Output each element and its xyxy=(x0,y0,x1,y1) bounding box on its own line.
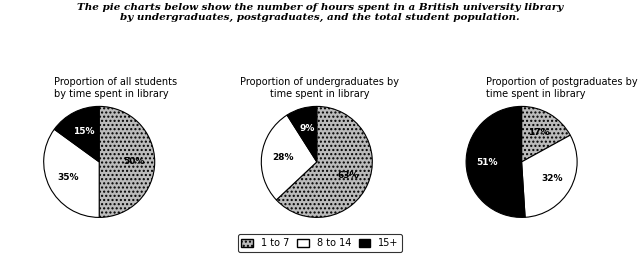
Text: 9%: 9% xyxy=(300,124,315,133)
Text: 32%: 32% xyxy=(541,174,563,183)
Wedge shape xyxy=(44,129,99,217)
Text: 63%: 63% xyxy=(338,171,359,180)
Text: 50%: 50% xyxy=(123,157,144,167)
Text: 17%: 17% xyxy=(528,128,550,137)
Wedge shape xyxy=(54,106,99,162)
Text: The pie charts below show the number of hours spent in a British university libr: The pie charts below show the number of … xyxy=(77,3,563,22)
Wedge shape xyxy=(466,106,525,217)
Text: Proportion of all students
by time spent in library: Proportion of all students by time spent… xyxy=(54,77,177,99)
Legend: 1 to 7, 8 to 14, 15+: 1 to 7, 8 to 14, 15+ xyxy=(237,234,403,252)
Wedge shape xyxy=(276,106,372,217)
Text: Proportion of undergraduates by
time spent in library: Proportion of undergraduates by time spe… xyxy=(241,77,399,99)
Text: Proportion of postgraduates by
time spent in library: Proportion of postgraduates by time spen… xyxy=(486,77,638,99)
Text: 28%: 28% xyxy=(272,153,293,162)
Text: 51%: 51% xyxy=(476,159,498,168)
Wedge shape xyxy=(287,106,317,162)
Wedge shape xyxy=(99,106,155,217)
Text: 15%: 15% xyxy=(73,127,94,136)
Text: 35%: 35% xyxy=(58,173,79,182)
Wedge shape xyxy=(522,135,577,217)
Wedge shape xyxy=(522,106,570,162)
Wedge shape xyxy=(261,115,317,200)
